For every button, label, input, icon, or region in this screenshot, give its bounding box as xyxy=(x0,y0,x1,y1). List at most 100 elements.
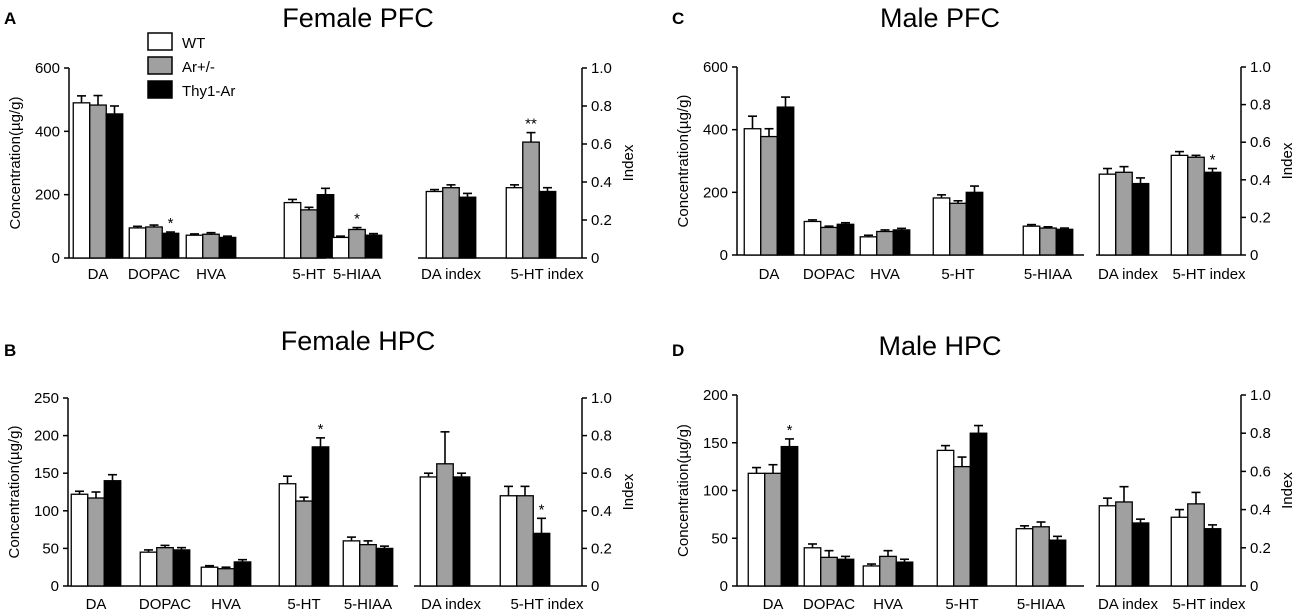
p3-left-bar-0-0 xyxy=(747,472,766,587)
p3-left-bar-2-0 xyxy=(862,565,881,587)
p3-left-ytick-label-4: 200 xyxy=(703,387,728,404)
p0-left-bar-1-1 xyxy=(145,226,163,259)
p2-left-bar-0-1 xyxy=(87,497,105,587)
p3-left-xtick-label-1: DOPAC xyxy=(803,596,855,613)
p1-right-ytick-label-3: 0.6 xyxy=(1250,134,1271,151)
p1-left-bar-2-2 xyxy=(892,229,911,256)
p3-left-xtick-label-3: 5-HT xyxy=(945,596,978,613)
p3-right-bar-1-1 xyxy=(1187,503,1205,587)
p0-right-ytick-label-5: 1.0 xyxy=(591,60,612,77)
panel-D-letter: D xyxy=(672,341,684,360)
p1-right-ytick-label-1: 0.2 xyxy=(1250,209,1271,226)
p0-right-ytick-label-1: 0.2 xyxy=(591,212,612,229)
p1-left-ytick-label-3: 600 xyxy=(703,59,728,76)
legend-swatch-0 xyxy=(147,32,173,51)
p3-left-bar-3-0 xyxy=(936,449,955,587)
p1-left-ytick-label-2: 400 xyxy=(703,122,728,139)
panel-A-title: Female PFC xyxy=(282,3,434,33)
p0-right-bar-0-2 xyxy=(458,196,477,259)
p3-left-bar-0-1 xyxy=(764,472,782,587)
p0-right-ytick-label-2: 0.4 xyxy=(591,174,612,191)
panel-B: B Female HPC 0 50 100 150 200 250 Concentration(… xyxy=(4,326,637,613)
p3-left-bar-1-2 xyxy=(836,558,855,587)
p0-left-ytick-label-3: 600 xyxy=(35,60,60,77)
p0-right-ylabel: Index xyxy=(620,144,637,181)
p1-right-bar-1-1 xyxy=(1187,156,1205,256)
p2-left-bar-2-0 xyxy=(200,566,219,587)
p2-right-ytick-label-2: 0.4 xyxy=(591,503,612,520)
p2-right-ytick-label-3: 0.6 xyxy=(591,465,612,482)
p3-left-xtick-label-2: HVA xyxy=(873,596,903,613)
legend-swatch-1 xyxy=(147,56,173,75)
p2-right-significance-star-1: * xyxy=(539,501,545,518)
p0-right-bar-0-1 xyxy=(442,187,460,259)
p0-left-bar-3-1 xyxy=(300,209,318,259)
p0-left-bar-2-0 xyxy=(185,234,204,259)
p2-left-bar-0-2 xyxy=(103,480,122,587)
p2-left-xtick-label-1: DOPAC xyxy=(139,596,191,613)
p2-right-ytick-label-5: 1.0 xyxy=(591,390,612,407)
p2-left-bar-4-1 xyxy=(359,543,377,587)
p0-left-bar-2-2 xyxy=(218,236,237,259)
p2-right-bar-0-1 xyxy=(436,463,454,587)
p0-left-bar-0-1 xyxy=(89,104,107,259)
p3-right-xtick-label-1: 5-HT index xyxy=(1172,596,1246,613)
p0-right-bar-1-0 xyxy=(505,187,524,259)
p2-left-ytick-label-1: 50 xyxy=(42,540,59,557)
p0-left-xtick-label-0: DA xyxy=(88,266,109,283)
p0-left-bar-4-2 xyxy=(364,234,383,259)
p1-left-bar-2-1 xyxy=(876,230,894,256)
panel-C: C Male PFC 0 200 400 600 Concentration(µg/g) DA… xyxy=(672,3,1296,283)
p1-right-bar-0-1 xyxy=(1115,171,1133,256)
p0-right-bar-1-2 xyxy=(538,190,557,259)
p1-left-ytick-label-0: 0 xyxy=(720,247,728,264)
p3-right-ytick-label-0: 0 xyxy=(1250,578,1258,595)
p2-left-xtick-label-4: 5-HIAA xyxy=(344,596,392,613)
panel-A: A Female PFC 0 200 400 600 Concentration(µg/g)… xyxy=(4,3,637,283)
p2-left-bar-2-2 xyxy=(233,561,252,587)
p3-right-bar-0-1 xyxy=(1115,501,1133,587)
p2-left-ytick-label-0: 0 xyxy=(51,578,59,595)
p3-right-xtick-label-0: DA index xyxy=(1098,596,1159,613)
p0-left-bar-0-2 xyxy=(105,113,124,259)
p2-left-bar-1-2 xyxy=(172,549,191,587)
p0-right-significance-star-1: ** xyxy=(525,116,537,133)
legend-label-2: Thy1-Ar xyxy=(182,83,235,100)
p3-left-bar-4-0 xyxy=(1015,528,1034,587)
p2-right-bar-1-1 xyxy=(516,495,534,587)
p2-left-significance-star-3: * xyxy=(318,421,324,438)
p1-right-xtick-label-0: DA index xyxy=(1098,266,1159,283)
p0-left-bar-3-2 xyxy=(316,194,335,259)
p1-left-bar-0-1 xyxy=(760,135,778,256)
p0-left-bar-2-1 xyxy=(202,233,220,259)
panel-D-title: Male HPC xyxy=(878,331,1001,361)
p2-right-xtick-label-1: 5-HT index xyxy=(510,596,584,613)
p1-right-ytick-label-0: 0 xyxy=(1250,247,1258,264)
p1-left-bar-0-2 xyxy=(776,106,795,256)
p2-right-bar-1-2 xyxy=(532,532,551,587)
p0-right-ytick-label-4: 0.8 xyxy=(591,98,612,115)
p0-left-bar-0-0 xyxy=(72,102,91,259)
p3-left-ytick-label-3: 150 xyxy=(703,435,728,452)
p1-left-bar-2-0 xyxy=(859,236,878,256)
p3-left-ylabel: Concentration(µg/g) xyxy=(675,424,692,557)
p2-left-bar-4-0 xyxy=(342,540,361,587)
p2-left-bar-3-1 xyxy=(295,500,313,587)
p1-left-bar-4-2 xyxy=(1055,228,1074,256)
p1-right-bar-0-2 xyxy=(1131,182,1150,256)
p1-left-xtick-label-4: 5-HIAA xyxy=(1024,266,1072,283)
p1-right-xtick-label-1: 5-HT index xyxy=(1172,266,1246,283)
p2-right-ytick-label-4: 0.8 xyxy=(591,428,612,445)
p2-right-bar-1-0 xyxy=(499,495,518,587)
p1-left-bar-1-1 xyxy=(820,226,838,256)
p3-right-bar-0-2 xyxy=(1131,522,1150,587)
p0-left-xtick-label-3: 5-HT xyxy=(292,266,325,283)
p2-right-bar-0-0 xyxy=(419,476,438,587)
p0-right-xtick-label-0: DA index xyxy=(421,266,482,283)
p0-right-bar-0-0 xyxy=(425,190,444,259)
p3-left-bar-2-2 xyxy=(895,561,914,587)
legend-label-1: Ar+/- xyxy=(182,59,215,76)
p3-left-bar-4-1 xyxy=(1032,526,1050,587)
p1-right-bar-0-0 xyxy=(1098,173,1117,256)
p1-left-ytick-label-1: 200 xyxy=(703,184,728,201)
